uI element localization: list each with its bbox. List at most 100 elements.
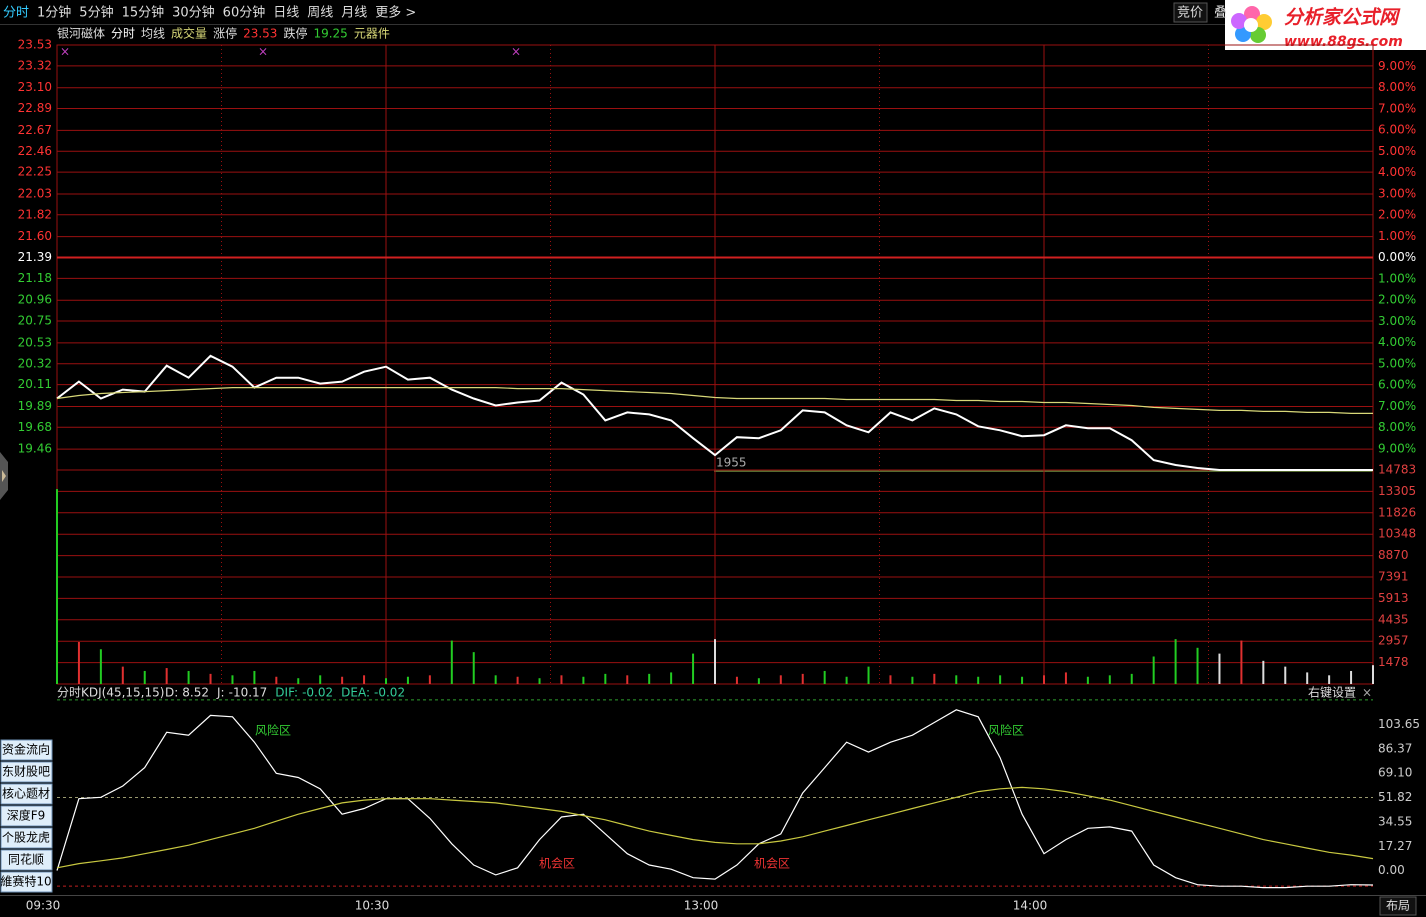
layout-button-frame[interactable]	[1379, 896, 1417, 916]
indicator-stat-label: J:	[216, 686, 225, 700]
period-tab[interactable]: 15分钟	[122, 5, 165, 21]
zone-label: 机会区	[754, 857, 790, 871]
volume-bar	[735, 676, 738, 684]
indicator-stat-value: -10.17	[229, 686, 268, 700]
sidebar-button-frame[interactable]	[0, 783, 53, 805]
volume-bar	[275, 676, 278, 684]
sidebar-button[interactable]: 核心题材	[2, 787, 50, 801]
period-tab[interactable]: 60分钟	[223, 5, 266, 21]
volume-bar	[1284, 666, 1287, 684]
y-tick-label: 10348	[1378, 527, 1416, 541]
auction-button[interactable]: 竞价	[1177, 5, 1203, 21]
period-tab[interactable]: 1分钟	[37, 5, 71, 21]
y-tick-label: 23.10	[18, 80, 52, 94]
period-tab[interactable]: 月线	[341, 6, 367, 21]
x-tick-label: 13:00	[684, 899, 719, 913]
volume-bar	[253, 670, 256, 684]
indicator-stat-value: 8.52	[182, 686, 209, 700]
volume-bar	[187, 670, 190, 684]
y-tick-label: 19.89	[18, 399, 52, 413]
y2-tick-label: 3.00%	[1378, 186, 1416, 200]
y2-tick-label: 9.00%	[1378, 441, 1416, 455]
y-tick-label: 19.68	[18, 420, 52, 434]
y-tick-label: 17.27	[1378, 839, 1412, 853]
volume-bar	[538, 678, 541, 684]
side-collapse-arrow	[2, 470, 6, 482]
sidebar-button[interactable]: 深度F9	[7, 808, 46, 823]
auction-button-frame[interactable]	[1173, 2, 1208, 23]
volume-bar	[845, 676, 848, 684]
y-tick-label: 7391	[1378, 570, 1409, 584]
volume-bar	[801, 673, 804, 684]
y-tick-label: 86.37	[1378, 741, 1412, 755]
y-tick-label: 69.10	[1378, 766, 1412, 780]
sidebar-button[interactable]: 资金流向	[2, 742, 50, 757]
legend-entry: 均线	[141, 27, 165, 41]
y-tick-label: 20.75	[18, 314, 52, 328]
volume-bar	[626, 675, 629, 684]
volume-bar	[143, 670, 146, 684]
close-button[interactable]: ×	[1362, 686, 1372, 700]
volume-bar	[1306, 672, 1309, 684]
y-tick-label: 13305	[1378, 484, 1416, 498]
sidebar-button[interactable]: 同花顺	[8, 852, 44, 867]
volume-bar	[1240, 640, 1243, 684]
volume-bar	[1064, 672, 1067, 684]
y-tick-label: 21.60	[18, 229, 52, 243]
period-tab[interactable]: 30分钟	[172, 5, 215, 21]
volume-bar	[231, 675, 234, 684]
volume-bar	[341, 676, 344, 684]
sidebar-button-frame[interactable]	[0, 739, 53, 761]
period-tab[interactable]: 日线	[273, 6, 299, 21]
volume-bar	[406, 676, 409, 684]
volume-bar	[779, 675, 782, 684]
sidebar-button[interactable]: 維赛特10	[0, 874, 51, 889]
sidebar-button[interactable]: 东财股吧	[2, 765, 50, 779]
limit-up-label: 涨停	[213, 26, 237, 41]
sidebar-button-frame[interactable]	[0, 805, 53, 827]
y-tick-label: 22.03	[18, 186, 52, 200]
sidebar-button-frame[interactable]	[0, 827, 53, 849]
period-tab[interactable]: 周线	[307, 6, 333, 21]
volume-bar	[1350, 670, 1353, 684]
y-tick-label: 22.25	[18, 165, 52, 179]
zone-label: 机会区	[539, 857, 575, 871]
y-tick-label: 22.46	[18, 144, 52, 158]
settings-button[interactable]: 右键设置	[1308, 685, 1356, 700]
volume-bar	[1152, 656, 1155, 684]
volume-bar	[955, 675, 958, 684]
series-line	[56, 354, 1373, 471]
sidebar-button[interactable]: 个股龙虎	[2, 831, 50, 845]
volume-bar	[1021, 676, 1024, 684]
sidebar-button-frame[interactable]	[0, 849, 53, 871]
sidebar-button-frame[interactable]	[0, 761, 53, 783]
volume-bar	[428, 675, 431, 684]
y2-tick-label: 8.00%	[1378, 80, 1416, 94]
overlay-button[interactable]: 叠	[1214, 6, 1227, 21]
volume-bar	[1108, 675, 1111, 684]
stock-name: 银河磁体	[57, 26, 105, 41]
period-tab[interactable]: 更多 >	[375, 5, 416, 21]
volume-bar	[1196, 647, 1199, 684]
y-tick-label: 21.82	[18, 207, 52, 221]
y2-tick-label: 6.00%	[1378, 123, 1416, 137]
svg-text:×: ×	[258, 45, 268, 59]
y-tick-label: 22.89	[18, 101, 52, 115]
y2-tick-label: 2.00%	[1378, 293, 1416, 307]
period-tab[interactable]: 5分钟	[79, 5, 113, 21]
sidebar-button-frame[interactable]	[0, 871, 53, 893]
svg-text:×: ×	[60, 45, 70, 59]
volume-bar	[911, 676, 914, 684]
volume-bar	[1328, 675, 1331, 684]
limit-down-label: 跌停	[283, 26, 307, 41]
y-tick-label: 20.96	[18, 293, 52, 307]
volume-bar	[977, 676, 980, 684]
volume-bar	[472, 652, 475, 684]
layout-button[interactable]: 布局	[1386, 899, 1410, 913]
series-line	[56, 709, 1374, 889]
period-tab[interactable]: 分时	[3, 6, 29, 21]
volume-bar	[494, 675, 497, 684]
y2-tick-label: 9.00%	[1378, 59, 1416, 73]
y-tick-label: 20.11	[18, 377, 52, 391]
limit-down-value: 19.25	[313, 27, 347, 41]
